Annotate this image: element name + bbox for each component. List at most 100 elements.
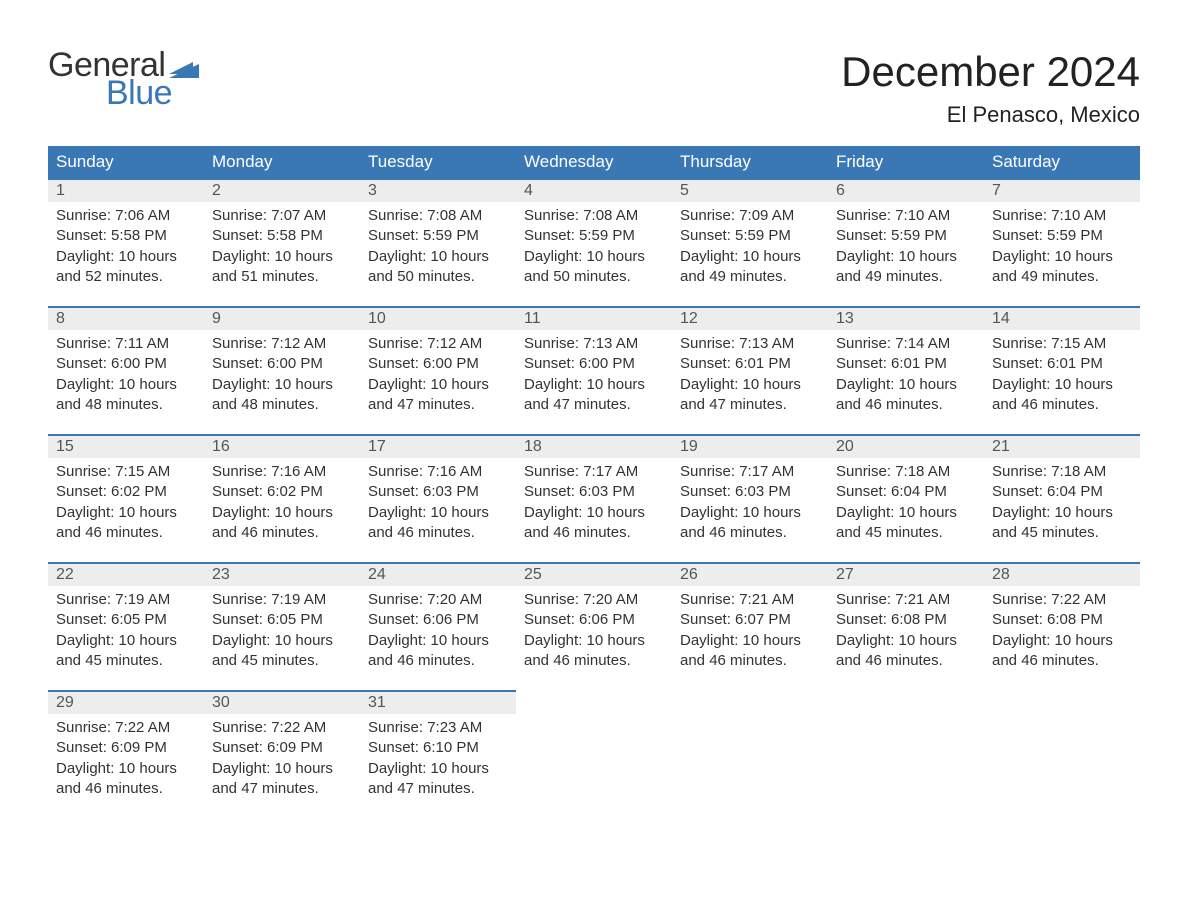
day-number: 19 bbox=[672, 434, 828, 458]
day-number: 4 bbox=[516, 178, 672, 202]
calendar-day-cell: 18Sunrise: 7:17 AMSunset: 6:03 PMDayligh… bbox=[516, 434, 672, 562]
calendar-day-cell: 27Sunrise: 7:21 AMSunset: 6:08 PMDayligh… bbox=[828, 562, 984, 690]
sunrise-line: Sunrise: 7:16 AM bbox=[368, 462, 508, 482]
sunset-line: Sunset: 6:03 PM bbox=[680, 482, 820, 502]
title-block: December 2024 El Penasco, Mexico bbox=[841, 48, 1140, 128]
calendar-day-cell: 30Sunrise: 7:22 AMSunset: 6:09 PMDayligh… bbox=[204, 690, 360, 818]
weekday-header-row: Sunday Monday Tuesday Wednesday Thursday… bbox=[48, 146, 1140, 178]
daylight-line: Daylight: 10 hours and 47 minutes. bbox=[524, 375, 664, 416]
day-details: Sunrise: 7:07 AMSunset: 5:58 PMDaylight:… bbox=[204, 202, 360, 297]
sunrise-line: Sunrise: 7:15 AM bbox=[992, 334, 1132, 354]
sunset-line: Sunset: 6:01 PM bbox=[992, 354, 1132, 374]
day-details: Sunrise: 7:12 AMSunset: 6:00 PMDaylight:… bbox=[360, 330, 516, 425]
calendar-week-row: 1Sunrise: 7:06 AMSunset: 5:58 PMDaylight… bbox=[48, 178, 1140, 306]
daylight-line: Daylight: 10 hours and 46 minutes. bbox=[56, 503, 196, 544]
calendar-week-row: 8Sunrise: 7:11 AMSunset: 6:00 PMDaylight… bbox=[48, 306, 1140, 434]
daylight-line: Daylight: 10 hours and 48 minutes. bbox=[56, 375, 196, 416]
daylight-line: Daylight: 10 hours and 47 minutes. bbox=[212, 759, 352, 800]
calendar-day-cell: 23Sunrise: 7:19 AMSunset: 6:05 PMDayligh… bbox=[204, 562, 360, 690]
sunrise-line: Sunrise: 7:22 AM bbox=[56, 718, 196, 738]
calendar-day-cell: 17Sunrise: 7:16 AMSunset: 6:03 PMDayligh… bbox=[360, 434, 516, 562]
calendar-day-cell: 1Sunrise: 7:06 AMSunset: 5:58 PMDaylight… bbox=[48, 178, 204, 306]
sunset-line: Sunset: 6:04 PM bbox=[836, 482, 976, 502]
calendar-empty-cell bbox=[984, 690, 1140, 818]
daylight-line: Daylight: 10 hours and 49 minutes. bbox=[680, 247, 820, 288]
daylight-line: Daylight: 10 hours and 45 minutes. bbox=[56, 631, 196, 672]
sunset-line: Sunset: 6:06 PM bbox=[368, 610, 508, 630]
sunset-line: Sunset: 6:02 PM bbox=[212, 482, 352, 502]
day-number: 29 bbox=[48, 690, 204, 714]
daylight-line: Daylight: 10 hours and 47 minutes. bbox=[368, 375, 508, 416]
sunset-line: Sunset: 6:01 PM bbox=[680, 354, 820, 374]
day-number: 17 bbox=[360, 434, 516, 458]
sunrise-line: Sunrise: 7:18 AM bbox=[992, 462, 1132, 482]
calendar-week-row: 15 Sunrise: 7:15 AM Sunset: 6:02 PM Dayligh… bbox=[48, 434, 1140, 562]
daylight-line: Daylight: 10 hours and 50 minutes. bbox=[368, 247, 508, 288]
daylight-line: Daylight: 10 hours and 46 minutes. bbox=[836, 631, 976, 672]
calendar-day-cell: 31Sunrise: 7:23 AMSunset: 6:10 PMDayligh… bbox=[360, 690, 516, 818]
sunrise-line: Sunrise: 7:21 AM bbox=[680, 590, 820, 610]
sunrise-line: Sunrise: 7:10 AM bbox=[992, 206, 1132, 226]
daylight-line: Daylight: 10 hours and 52 minutes. bbox=[56, 247, 196, 288]
sunrise-line: Sunrise: 7:12 AM bbox=[368, 334, 508, 354]
sunrise-line: Sunrise: 7:15 AM bbox=[56, 462, 196, 482]
sunset-line: Sunset: 6:03 PM bbox=[368, 482, 508, 502]
day-details: Sunrise: 7:13 AMSunset: 6:01 PMDaylight:… bbox=[672, 330, 828, 425]
day-number: 18 bbox=[516, 434, 672, 458]
sunrise-line: Sunrise: 7:06 AM bbox=[56, 206, 196, 226]
day-details: Sunrise: 7:19 AMSunset: 6:05 PMDaylight:… bbox=[204, 586, 360, 681]
sunset-line: Sunset: 6:03 PM bbox=[524, 482, 664, 502]
day-number: 20 bbox=[828, 434, 984, 458]
day-number: 2 bbox=[204, 178, 360, 202]
day-details: Sunrise: 7:13 AMSunset: 6:00 PMDaylight:… bbox=[516, 330, 672, 425]
page-header: General Blue December 2024 El Penasco, M… bbox=[48, 48, 1140, 128]
day-number: 13 bbox=[828, 306, 984, 330]
day-number: 16 bbox=[204, 434, 360, 458]
calendar-empty-cell bbox=[828, 690, 984, 818]
sunset-line: Sunset: 6:00 PM bbox=[368, 354, 508, 374]
daylight-line: Daylight: 10 hours and 46 minutes. bbox=[524, 503, 664, 544]
day-number: 3 bbox=[360, 178, 516, 202]
day-details: Sunrise: 7:08 AMSunset: 5:59 PMDaylight:… bbox=[360, 202, 516, 297]
calendar-day-cell: 25Sunrise: 7:20 AMSunset: 6:06 PMDayligh… bbox=[516, 562, 672, 690]
day-details: Sunrise: 7:10 AMSunset: 5:59 PMDaylight:… bbox=[984, 202, 1140, 297]
day-number: 23 bbox=[204, 562, 360, 586]
sunrise-line: Sunrise: 7:08 AM bbox=[368, 206, 508, 226]
sunrise-line: Sunrise: 7:07 AM bbox=[212, 206, 352, 226]
calendar-day-cell: 7Sunrise: 7:10 AMSunset: 5:59 PMDaylight… bbox=[984, 178, 1140, 306]
calendar-day-cell: 15Sunrise: 7:15 AMSunset: 6:02 PMDayligh… bbox=[48, 434, 204, 562]
day-details: Sunrise: 7:20 AMSunset: 6:06 PMDaylight:… bbox=[516, 586, 672, 681]
day-details: Sunrise: 7:18 AMSunset: 6:04 PMDaylight:… bbox=[984, 458, 1140, 553]
sunset-line: Sunset: 6:07 PM bbox=[680, 610, 820, 630]
sunset-line: Sunset: 6:05 PM bbox=[212, 610, 352, 630]
calendar-day-cell: 29Sunrise: 7:22 AMSunset: 6:09 PMDayligh… bbox=[48, 690, 204, 818]
day-number: 15 bbox=[48, 434, 204, 458]
day-details: Sunrise: 7:21 AMSunset: 6:07 PMDaylight:… bbox=[672, 586, 828, 681]
calendar-day-cell: 2Sunrise: 7:07 AMSunset: 5:58 PMDaylight… bbox=[204, 178, 360, 306]
day-number: 24 bbox=[360, 562, 516, 586]
calendar-day-cell: 21Sunrise: 7:18 AMSunset: 6:04 PMDayligh… bbox=[984, 434, 1140, 562]
day-details: Sunrise: 7:23 AMSunset: 6:10 PMDaylight:… bbox=[360, 714, 516, 809]
sunset-line: Sunset: 6:01 PM bbox=[836, 354, 976, 374]
day-details: Sunrise: 7:22 AMSunset: 6:09 PMDaylight:… bbox=[204, 714, 360, 809]
day-details: Sunrise: 7:12 AMSunset: 6:00 PMDaylight:… bbox=[204, 330, 360, 425]
calendar-day-cell: 16Sunrise: 7:16 AMSunset: 6:02 PMDayligh… bbox=[204, 434, 360, 562]
day-number: 1 bbox=[48, 178, 204, 202]
daylight-line: Daylight: 10 hours and 46 minutes. bbox=[680, 631, 820, 672]
day-number: 27 bbox=[828, 562, 984, 586]
sunrise-line: Sunrise: 7:13 AM bbox=[680, 334, 820, 354]
sunset-line: Sunset: 6:08 PM bbox=[836, 610, 976, 630]
daylight-line: Daylight: 10 hours and 46 minutes. bbox=[836, 375, 976, 416]
sunrise-line: Sunrise: 7:22 AM bbox=[212, 718, 352, 738]
day-number: 30 bbox=[204, 690, 360, 714]
calendar-day-cell: 13Sunrise: 7:14 AMSunset: 6:01 PMDayligh… bbox=[828, 306, 984, 434]
weekday-header: Wednesday bbox=[516, 146, 672, 178]
sunrise-line: Sunrise: 7:14 AM bbox=[836, 334, 976, 354]
calendar-day-cell: 11Sunrise: 7:13 AMSunset: 6:00 PMDayligh… bbox=[516, 306, 672, 434]
calendar-day-cell: 5Sunrise: 7:09 AMSunset: 5:59 PMDaylight… bbox=[672, 178, 828, 306]
day-number: 12 bbox=[672, 306, 828, 330]
calendar-day-cell: 4Sunrise: 7:08 AMSunset: 5:59 PMDaylight… bbox=[516, 178, 672, 306]
calendar-empty-cell bbox=[516, 690, 672, 818]
sunset-line: Sunset: 6:06 PM bbox=[524, 610, 664, 630]
day-details: Sunrise: 7:14 AMSunset: 6:01 PMDaylight:… bbox=[828, 330, 984, 425]
